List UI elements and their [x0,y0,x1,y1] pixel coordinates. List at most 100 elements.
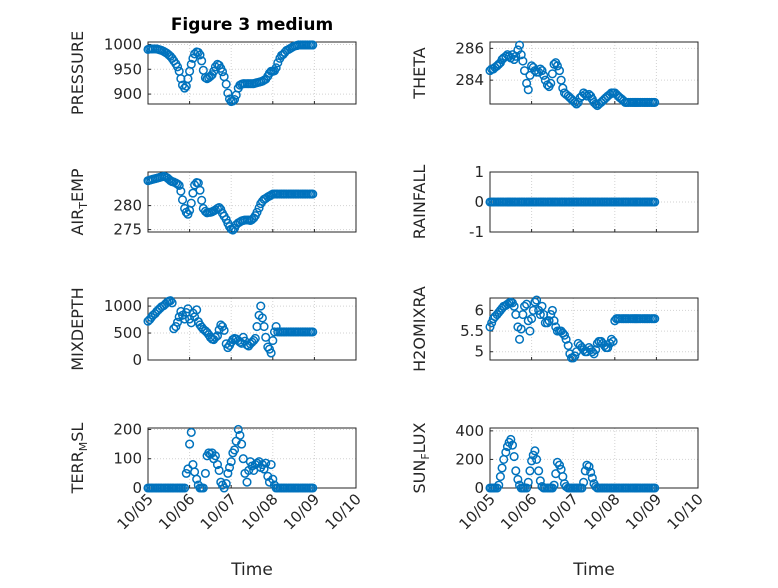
data-point [494,480,504,490]
data-point [547,69,557,79]
data-point [261,458,271,468]
data-point [210,451,220,461]
data-point [242,477,252,487]
data-point [591,345,601,355]
x-tick-label: 10/10 [322,490,365,533]
data-point [308,327,318,337]
y-tick-label: 286 [455,39,484,57]
data-point [522,483,532,493]
data-point [532,454,542,464]
data-point [511,466,521,476]
data-point [582,460,592,470]
data-point [214,465,224,475]
y-tick-label: 0 [132,351,142,369]
data-point [506,434,516,444]
data-point [584,462,594,472]
data-point [606,334,617,344]
data-point [197,56,207,66]
x-tick-label: 10/10 [664,490,707,533]
data-point [192,474,202,484]
data-point [233,424,243,435]
data-point [516,50,526,60]
data-point [308,189,318,199]
data-point [552,61,562,71]
data-point [485,322,495,332]
data-point [549,316,559,326]
data-point [589,349,599,359]
data-point [172,179,183,189]
data-point [212,331,223,341]
y-tick-label: 5.5 [460,322,484,340]
data-point [212,460,223,470]
data-point [587,473,597,483]
data-point [514,40,525,50]
data-point [547,305,557,315]
data-point [224,462,235,473]
plot-area [147,41,357,105]
data-point [523,477,533,487]
data-point [308,40,318,50]
data-point [516,324,526,334]
data-point [650,314,660,324]
data-point [188,53,198,63]
data-point [509,452,519,462]
data-point [522,299,532,309]
data-point [532,295,542,305]
data-point [591,99,601,109]
subplot-8: 020040010/0510/0610/0710/0810/0910/10SUN… [410,422,707,534]
data-point [539,70,549,80]
x-tick-label: 10/08 [580,490,623,533]
data-point [273,58,283,68]
data-point [268,474,278,484]
data-point [167,298,177,308]
x-tick-label: 10/09 [280,490,323,533]
y-axis-label: SUNFLUX [410,422,432,493]
data-point [523,85,533,95]
series-markers [485,295,660,363]
y-tick-label: -1 [469,223,484,241]
data-point [180,83,190,93]
y-tick-label: 6 [474,301,484,319]
data-point [177,195,188,205]
series-markers [143,171,318,235]
data-point [217,67,228,77]
data-point [513,474,523,484]
data-point [174,180,184,190]
data-point [522,78,532,88]
data-point [229,94,240,105]
y-axis-label: RAINFALL [410,165,429,240]
data-point [223,468,233,478]
data-point [535,476,545,486]
y-tick-label: 0 [474,479,484,497]
data-point [525,326,535,336]
data-point [561,334,571,344]
data-point [570,97,580,107]
plot-frame [489,297,699,361]
data-point [563,340,573,351]
data-point [534,466,544,476]
data-point [266,460,276,470]
data-point [221,79,231,89]
data-point [535,309,545,320]
data-point [570,351,580,361]
data-point [525,466,535,476]
data-point [257,313,267,323]
data-point [226,457,236,467]
data-point [507,440,518,450]
x-tick-label: 10/07 [539,490,582,533]
data-point [544,316,554,326]
y-axis-label: TERRMSL [68,423,90,495]
data-point [237,439,247,449]
data-point [650,197,660,207]
series-markers [143,40,318,107]
subplot-5: 0 500 1000 MIXDEPTH [68,287,357,371]
data-point [546,78,556,88]
data-point [210,332,220,342]
data-point [519,66,530,76]
y-tick-label: 200 [455,450,484,468]
y-tick-label: 0 [474,193,484,211]
data-point [497,463,507,473]
x-tick-label: 10/09 [622,490,665,533]
data-point [527,314,537,324]
